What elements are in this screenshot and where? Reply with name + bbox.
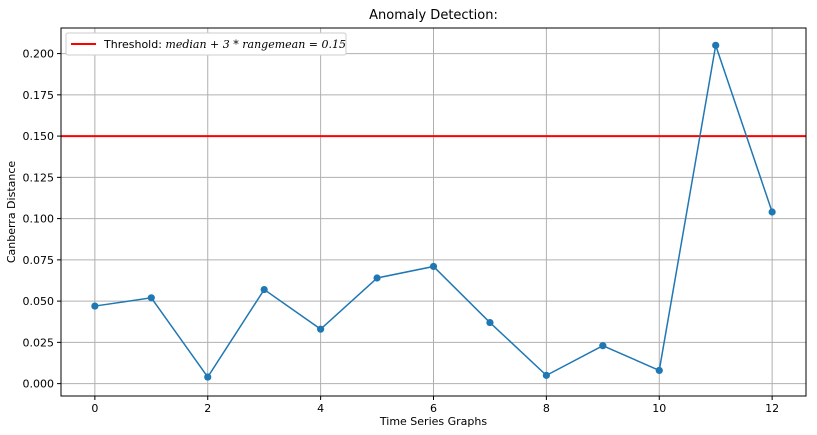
legend-box: [65, 32, 347, 56]
data-point: [147, 294, 155, 302]
data-point: [712, 41, 720, 49]
legend-entry-threshold: Threshold: median + 3 * rangemean = 0.15: [103, 38, 346, 51]
x-tick-label: 2: [204, 402, 211, 415]
y-tick-label: 0.175: [23, 89, 55, 102]
data-point: [655, 366, 663, 375]
y-axis-ticks: 0.000 0.025 0.050 0.075 0.100 0.125 0.150 0.175…: [23, 48, 61, 391]
y-axis-label: Canberra Distance: [5, 161, 18, 264]
y-tick-label: 0.100: [23, 213, 55, 226]
y-tick-label: 0.025: [23, 336, 55, 349]
data-point: [768, 208, 776, 216]
x-axis-label: Time Series Graphs: [379, 415, 487, 428]
data-point: [599, 342, 607, 350]
chart-title: Anomaly Detection:: [369, 8, 498, 23]
x-tick-label: 8: [543, 402, 550, 415]
x-tick-label: 10: [652, 402, 666, 415]
data-point: [429, 262, 438, 271]
data-point: [91, 302, 99, 310]
legend-formula: median + 3 * rangemean = 0.15: [165, 38, 346, 51]
x-tick-label: 6: [430, 402, 437, 415]
x-tick-label: 12: [765, 402, 779, 415]
y-tick-label: 0.125: [23, 171, 55, 184]
x-tick-label: 0: [91, 402, 98, 415]
series-layer: [91, 41, 776, 381]
y-tick-label: 0.150: [23, 130, 55, 143]
data-point: [260, 285, 268, 294]
x-axis-ticks: 0 2 4 6 8 10 12: [91, 396, 779, 415]
y-tick-label: 0.000: [23, 378, 55, 391]
data-point: [542, 371, 550, 379]
x-tick-label: 4: [317, 402, 324, 415]
y-tick-label: 0.050: [23, 295, 55, 308]
data-point: [317, 325, 325, 333]
y-tick-label: 0.200: [23, 48, 55, 61]
legend-prefix: Threshold:: [103, 38, 165, 51]
data-point: [486, 318, 494, 327]
legend: Threshold: median + 3 * rangemean = 0.15: [65, 32, 347, 56]
data-point: [373, 274, 381, 282]
y-tick-label: 0.075: [23, 254, 55, 267]
data-point: [204, 373, 212, 381]
